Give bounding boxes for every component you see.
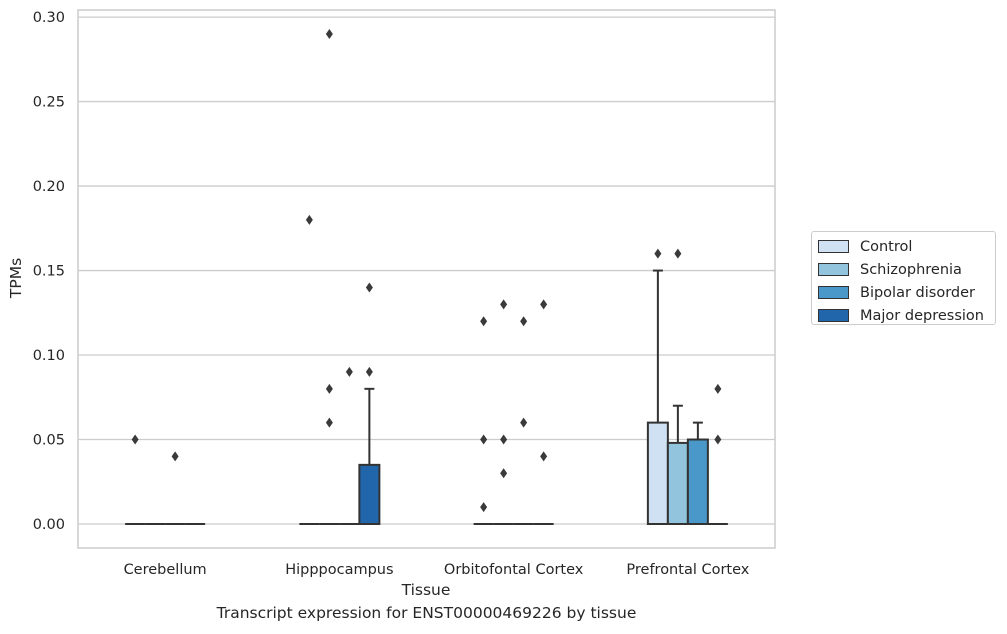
y-axis-label: TPMs — [7, 258, 25, 299]
outlier-point — [325, 29, 333, 39]
box-series — [125, 269, 728, 526]
box — [686, 438, 709, 525]
box-group — [666, 404, 689, 525]
box-group — [646, 269, 669, 526]
legend: Control Schizophrenia Bipolar disorder Majo… — [811, 231, 996, 325]
outlier-point — [674, 248, 682, 259]
y-tick-label: 0.00 — [33, 517, 65, 533]
x-tick-label: Cerebellum — [124, 562, 207, 578]
y-tick-label: 0.20 — [33, 179, 65, 195]
y-tick-label: 0.25 — [33, 95, 65, 111]
legend-swatch — [818, 286, 849, 299]
outlier-point — [500, 299, 508, 310]
legend-label: Schizophrenia — [860, 261, 962, 278]
outlier-point — [305, 214, 313, 225]
outlier-point — [365, 366, 373, 377]
y-tick-label: 0.15 — [33, 264, 65, 280]
outlier-point — [500, 468, 508, 479]
box — [646, 421, 669, 526]
x-tick-label: Hipppocampus — [285, 562, 393, 578]
box-group — [358, 387, 381, 525]
plot-frame — [77, 9, 776, 549]
legend-swatch — [818, 263, 849, 276]
figure-caption: Transcript expression for ENST0000046922… — [216, 604, 637, 622]
outlier-point — [540, 451, 548, 462]
outlier-point — [480, 434, 488, 445]
legend-label: Bipolar disorder — [860, 284, 975, 301]
y-tick-label: 0.10 — [33, 348, 65, 364]
outlier-point — [520, 417, 528, 428]
legend-item: Schizophrenia — [818, 258, 995, 281]
outlier-point — [500, 434, 508, 445]
gridlines — [78, 16, 775, 525]
x-tick-label: Orbitofontal Cortex — [444, 562, 584, 578]
legend-item: Control — [818, 235, 995, 258]
box — [666, 441, 689, 525]
y-tick-label: 0.05 — [33, 433, 65, 449]
outlier-point — [540, 299, 548, 310]
outlier-point — [654, 248, 662, 259]
x-tick-label: Prefrontal Cortex — [626, 562, 749, 578]
outlier-point — [714, 383, 722, 394]
y-tick-label: 0.30 — [33, 10, 65, 26]
outlier-point — [365, 282, 373, 293]
y-tick-labels: 0.00 0.05 0.10 0.15 0.20 0.25 0.30 — [33, 10, 65, 533]
outlier-point — [480, 502, 488, 513]
outlier-point — [325, 383, 333, 394]
outlier-point — [131, 434, 139, 445]
outlier-point — [171, 451, 179, 462]
legend-item: Major depression — [818, 304, 995, 327]
legend-swatch — [818, 309, 849, 322]
box — [358, 463, 381, 525]
outlier-point — [714, 434, 722, 445]
legend-item: Bipolar disorder — [818, 281, 995, 304]
outlier-point — [325, 417, 333, 428]
outlier-point — [480, 316, 488, 327]
x-tick-labels: Cerebellum Hipppocampus Orbitofontal Corte… — [124, 562, 750, 578]
legend-label: Major depression — [860, 307, 984, 324]
legend-swatch — [818, 240, 849, 253]
legend-label: Control — [860, 238, 913, 255]
box-group — [686, 421, 709, 525]
outlier-points — [131, 29, 722, 513]
outlier-point — [345, 366, 353, 377]
outlier-point — [520, 316, 528, 327]
x-axis-label: Tissue — [401, 581, 451, 599]
